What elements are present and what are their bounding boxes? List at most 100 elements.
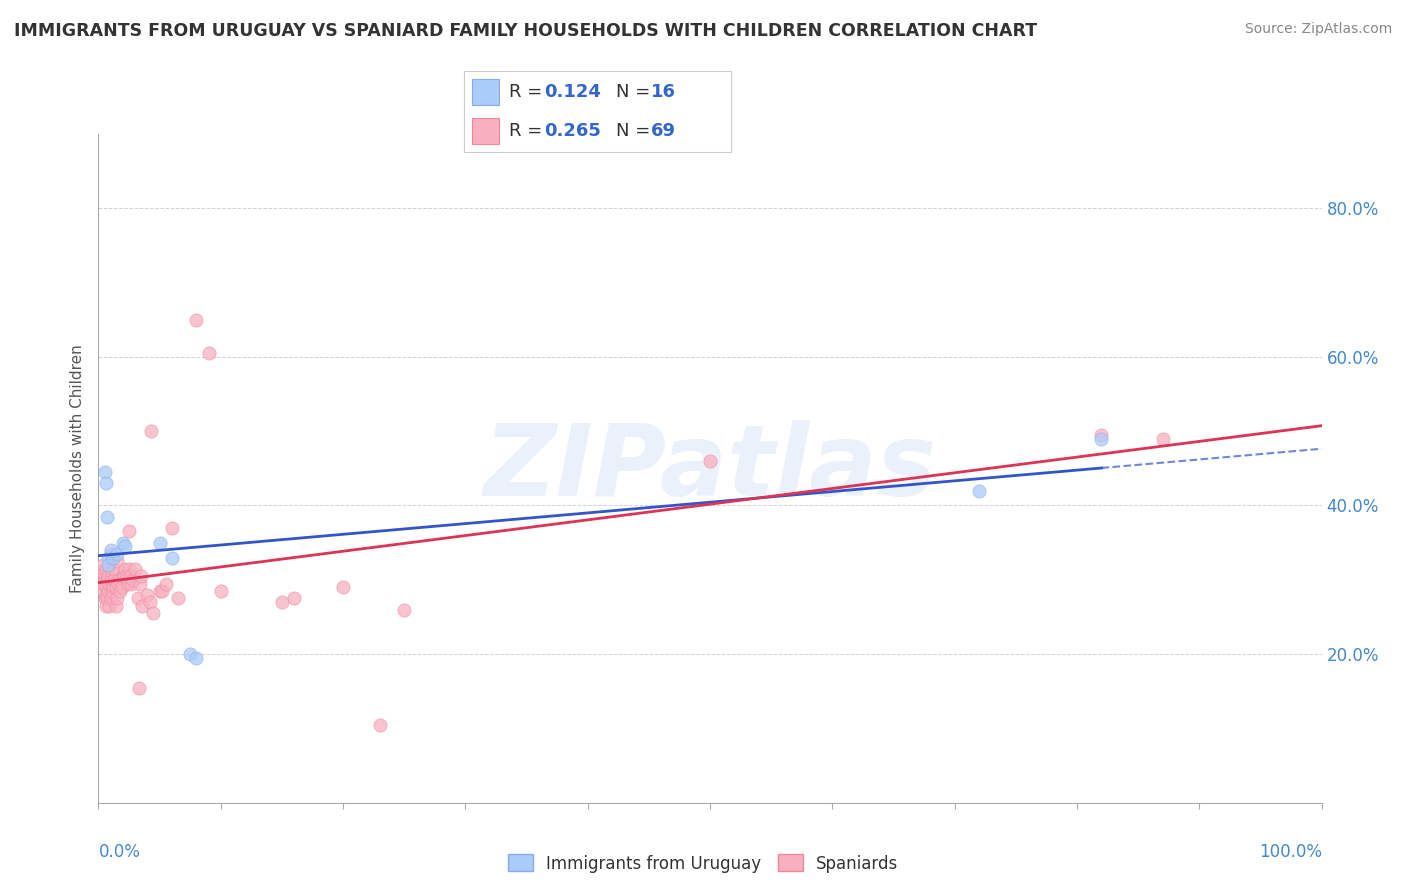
- Point: [120, 576, 142, 591]
- Point: [91, 566, 114, 580]
- Point: [186, 312, 208, 326]
- Point: [94, 588, 117, 602]
- Point: [104, 580, 127, 594]
- Point: [105, 547, 128, 561]
- Point: [124, 562, 146, 576]
- Point: [967, 483, 990, 498]
- Text: R =: R =: [509, 83, 548, 101]
- Point: [209, 584, 232, 599]
- Point: [104, 599, 127, 613]
- Point: [100, 591, 122, 606]
- Point: [97, 569, 120, 583]
- Point: [118, 562, 141, 576]
- Point: [103, 562, 125, 576]
- Point: [101, 550, 124, 565]
- Point: [107, 576, 129, 591]
- Text: N =: N =: [616, 122, 657, 140]
- Text: R =: R =: [509, 122, 548, 140]
- FancyBboxPatch shape: [472, 118, 499, 144]
- Point: [91, 558, 114, 572]
- Point: [96, 591, 118, 606]
- Text: 69: 69: [651, 122, 676, 140]
- Point: [1152, 432, 1174, 446]
- Text: ZIPatlas: ZIPatlas: [484, 420, 936, 516]
- Point: [93, 576, 115, 591]
- Point: [139, 595, 162, 609]
- Point: [93, 569, 115, 583]
- Text: 0.0%: 0.0%: [98, 843, 141, 861]
- Point: [150, 584, 173, 599]
- Point: [114, 562, 136, 576]
- Point: [101, 566, 124, 580]
- Text: Source: ZipAtlas.com: Source: ZipAtlas.com: [1244, 22, 1392, 37]
- Point: [97, 558, 120, 572]
- Point: [160, 550, 183, 565]
- Point: [149, 535, 172, 549]
- Point: [111, 569, 134, 583]
- Point: [98, 576, 121, 591]
- Point: [129, 569, 152, 583]
- Point: [139, 424, 162, 438]
- Point: [94, 562, 117, 576]
- Point: [160, 521, 183, 535]
- Point: [97, 550, 120, 565]
- Point: [101, 580, 124, 594]
- Point: [111, 580, 134, 594]
- Point: [90, 573, 112, 587]
- Point: [100, 547, 122, 561]
- Point: [1090, 428, 1112, 442]
- Text: 16: 16: [651, 83, 676, 101]
- Point: [1090, 432, 1112, 446]
- Point: [98, 599, 121, 613]
- Point: [111, 535, 134, 549]
- Point: [105, 591, 128, 606]
- Point: [112, 569, 135, 583]
- Point: [110, 584, 132, 599]
- Point: [283, 591, 305, 606]
- Point: [186, 651, 208, 665]
- Point: [131, 599, 153, 613]
- Point: [127, 591, 149, 606]
- Point: [270, 595, 294, 609]
- Point: [94, 599, 117, 613]
- Point: [121, 573, 143, 587]
- Point: [392, 602, 416, 616]
- Point: [108, 573, 131, 587]
- Point: [149, 584, 172, 599]
- Text: IMMIGRANTS FROM URUGUAY VS SPANIARD FAMILY HOUSEHOLDS WITH CHILDREN CORRELATION : IMMIGRANTS FROM URUGUAY VS SPANIARD FAMI…: [14, 22, 1038, 40]
- Point: [94, 476, 117, 491]
- Point: [118, 524, 141, 539]
- Point: [142, 607, 165, 621]
- Point: [96, 509, 118, 524]
- Text: 100.0%: 100.0%: [1258, 843, 1322, 861]
- Text: N =: N =: [616, 83, 657, 101]
- Point: [115, 569, 138, 583]
- Point: [167, 591, 190, 606]
- Point: [91, 576, 114, 591]
- Point: [128, 681, 150, 695]
- Point: [699, 454, 721, 468]
- Point: [136, 588, 159, 602]
- Point: [100, 573, 122, 587]
- Point: [117, 576, 139, 591]
- Text: 0.265: 0.265: [544, 122, 600, 140]
- Point: [120, 569, 142, 583]
- Point: [368, 717, 391, 731]
- Point: [197, 346, 219, 360]
- Point: [96, 573, 118, 587]
- Point: [155, 576, 177, 591]
- Point: [129, 576, 152, 591]
- Point: [179, 647, 201, 661]
- Point: [100, 543, 122, 558]
- Point: [93, 591, 115, 606]
- FancyBboxPatch shape: [472, 79, 499, 105]
- Point: [105, 554, 128, 568]
- Point: [93, 465, 115, 479]
- Point: [103, 573, 125, 587]
- Y-axis label: Family Households with Children: Family Households with Children: [69, 344, 84, 592]
- Point: [97, 584, 120, 599]
- Legend: Immigrants from Uruguay, Spaniards: Immigrants from Uruguay, Spaniards: [501, 847, 905, 880]
- Point: [101, 584, 124, 599]
- Point: [91, 584, 114, 599]
- Text: 0.124: 0.124: [544, 83, 600, 101]
